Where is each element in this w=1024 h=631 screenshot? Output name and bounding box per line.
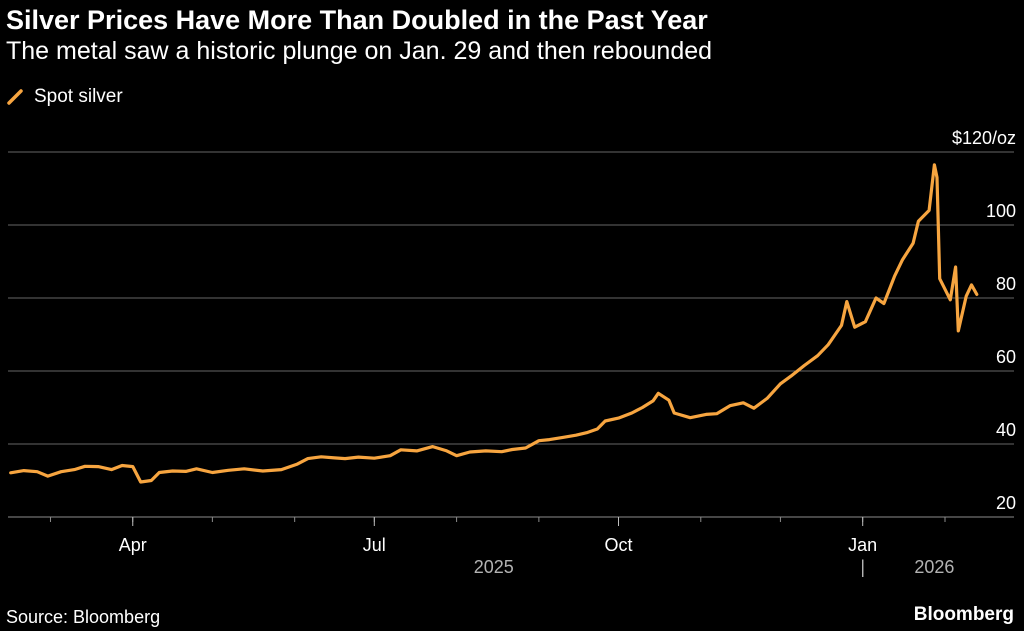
x-tick-label-jan: Jan	[848, 535, 877, 555]
year-divider: |	[860, 557, 865, 577]
x-tick-label-apr: Apr	[119, 535, 147, 555]
series-line-spot-silver	[9, 163, 979, 484]
year-label-2025: 2025	[474, 557, 514, 577]
y-tick-label-80: 80	[996, 274, 1016, 294]
y-axis: $120/oz 100 80 60 40 20	[952, 128, 1016, 513]
y-tick-label-60: 60	[996, 347, 1016, 367]
y-tick-label-20: 20	[996, 493, 1016, 513]
legend-label-spot-silver: Spot silver	[34, 86, 123, 107]
source-note: Source: Bloomberg	[6, 607, 161, 627]
y-tick-label-100: 100	[986, 201, 1016, 221]
legend-swatch-spot-silver	[7, 89, 23, 105]
x-tick-label-jul: Jul	[363, 535, 386, 555]
bloomberg-logo: Bloomberg	[913, 604, 1014, 625]
legend: Spot silver	[6, 84, 123, 110]
series-spot-silver	[9, 163, 979, 484]
chart-subtitle: The metal saw a historic plunge on Jan. …	[6, 37, 713, 65]
gridlines	[8, 151, 1014, 518]
y-tick-label-40: 40	[996, 420, 1016, 440]
legend-swatch-line	[7, 89, 23, 105]
x-axis: Apr Jul Oct Jan 2025 2026 |	[49, 517, 954, 577]
chart-title: Silver Prices Have More Than Doubled in …	[6, 5, 708, 35]
y-tick-label-120-oz: $120/oz	[952, 128, 1016, 148]
x-tick-label-oct: Oct	[604, 535, 632, 555]
year-label-2026: 2026	[914, 557, 954, 577]
